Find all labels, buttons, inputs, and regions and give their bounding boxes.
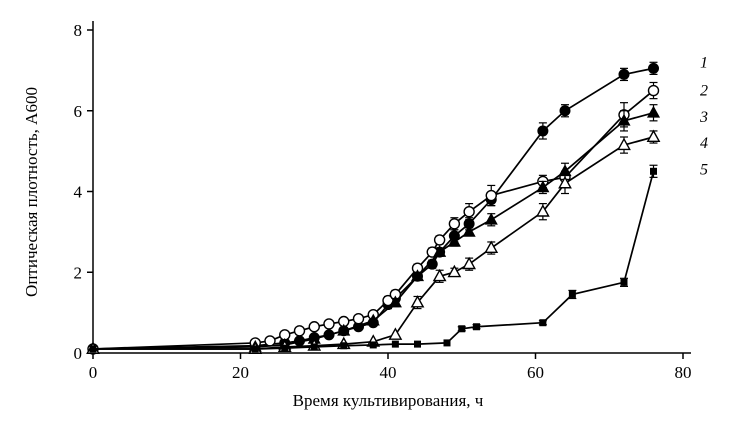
data-point-marker-series-4: [432, 268, 447, 282]
data-point-marker-series-5: [473, 323, 480, 331]
data-point-marker-series-1: [537, 125, 549, 137]
data-point-marker-series-1: [618, 68, 630, 80]
y-tick-label: 8: [74, 21, 83, 40]
data-point-marker-series-4: [535, 204, 550, 217]
series-line-3: [92, 111, 654, 350]
data-point-marker-series-3: [337, 323, 351, 336]
y-axis-title: Оптическая плотность, А600: [22, 87, 41, 297]
data-point-marker-series-4: [558, 175, 572, 189]
x-tick-label: 0: [89, 363, 98, 382]
data-point-marker-series-3: [410, 269, 425, 282]
data-point-marker-series-2: [433, 234, 446, 246]
data-point-marker-series-2: [485, 189, 497, 202]
data-point-marker-series-3: [617, 113, 631, 126]
y-tick-label: 0: [74, 344, 83, 363]
data-point-marker-series-5: [369, 341, 377, 349]
data-point-marker-series-2: [352, 312, 365, 325]
data-point-marker-series-5: [281, 344, 289, 352]
data-point-marker-series-4: [388, 327, 403, 340]
series-label-2: 2: [700, 83, 708, 100]
data-point-marker-series-4: [462, 256, 477, 270]
data-point-marker-series-4: [410, 295, 425, 308]
data-point-marker-series-1: [559, 105, 571, 117]
data-point-marker-series-2: [448, 218, 461, 230]
data-point-marker-series-2: [293, 325, 306, 337]
data-point-marker-series-5: [539, 319, 547, 327]
x-tick-label: 40: [380, 363, 397, 382]
data-point-marker-series-5: [391, 340, 399, 348]
data-point-marker-series-2: [264, 335, 276, 347]
data-point-marker-series-1: [648, 62, 659, 74]
x-tick-label: 60: [527, 363, 544, 382]
data-point-marker-series-3: [447, 234, 461, 247]
data-point-marker-series-3: [462, 224, 476, 237]
plot-layer: 0 20 40 60 80 0 2 4 6 8 1 2 3 4 5: [74, 21, 708, 382]
data-point-marker-series-5: [414, 340, 421, 348]
data-point-marker-series-5: [89, 345, 97, 353]
data-point-marker-series-3: [433, 245, 447, 257]
data-point-marker-series-2: [463, 205, 475, 218]
data-point-marker-series-2: [308, 321, 320, 333]
y-tick-label: 4: [74, 183, 83, 202]
data-point-marker-series-3: [388, 295, 402, 308]
series-label-5: 5: [700, 161, 708, 178]
data-point-marker-series-3: [646, 105, 661, 118]
x-tick-label: 80: [675, 363, 692, 382]
data-point-marker-series-5: [340, 342, 348, 350]
data-point-marker-series-3: [536, 180, 550, 193]
data-point-marker-series-4: [646, 129, 661, 143]
data-point-marker-series-2: [647, 84, 660, 97]
data-point-marker-series-5: [650, 167, 657, 175]
data-point-marker-series-4: [447, 264, 462, 278]
data-point-marker-series-5: [443, 339, 451, 347]
y-tick-label: 6: [74, 102, 83, 121]
x-axis-title: Время культивирования, ч: [293, 391, 484, 410]
data-point-marker-series-5: [458, 325, 466, 333]
data-point-marker-series-3: [366, 313, 380, 326]
data-point-marker-series-4: [617, 137, 631, 151]
series-label-1: 1: [700, 54, 708, 71]
data-point-marker-series-5: [568, 290, 576, 298]
data-point-marker-series-4: [484, 240, 499, 254]
data-point-marker-series-5: [620, 278, 628, 286]
y-tick-label: 2: [74, 263, 83, 282]
series-label-3: 3: [699, 109, 708, 126]
series-line-4: [93, 136, 654, 350]
data-point-marker-series-2: [323, 318, 335, 330]
data-point-marker-series-5: [310, 343, 318, 351]
series-label-4: 4: [700, 135, 708, 152]
data-point-marker-series-3: [484, 212, 498, 225]
x-tick-label: 20: [232, 363, 249, 382]
data-point-marker-series-5: [251, 345, 259, 353]
